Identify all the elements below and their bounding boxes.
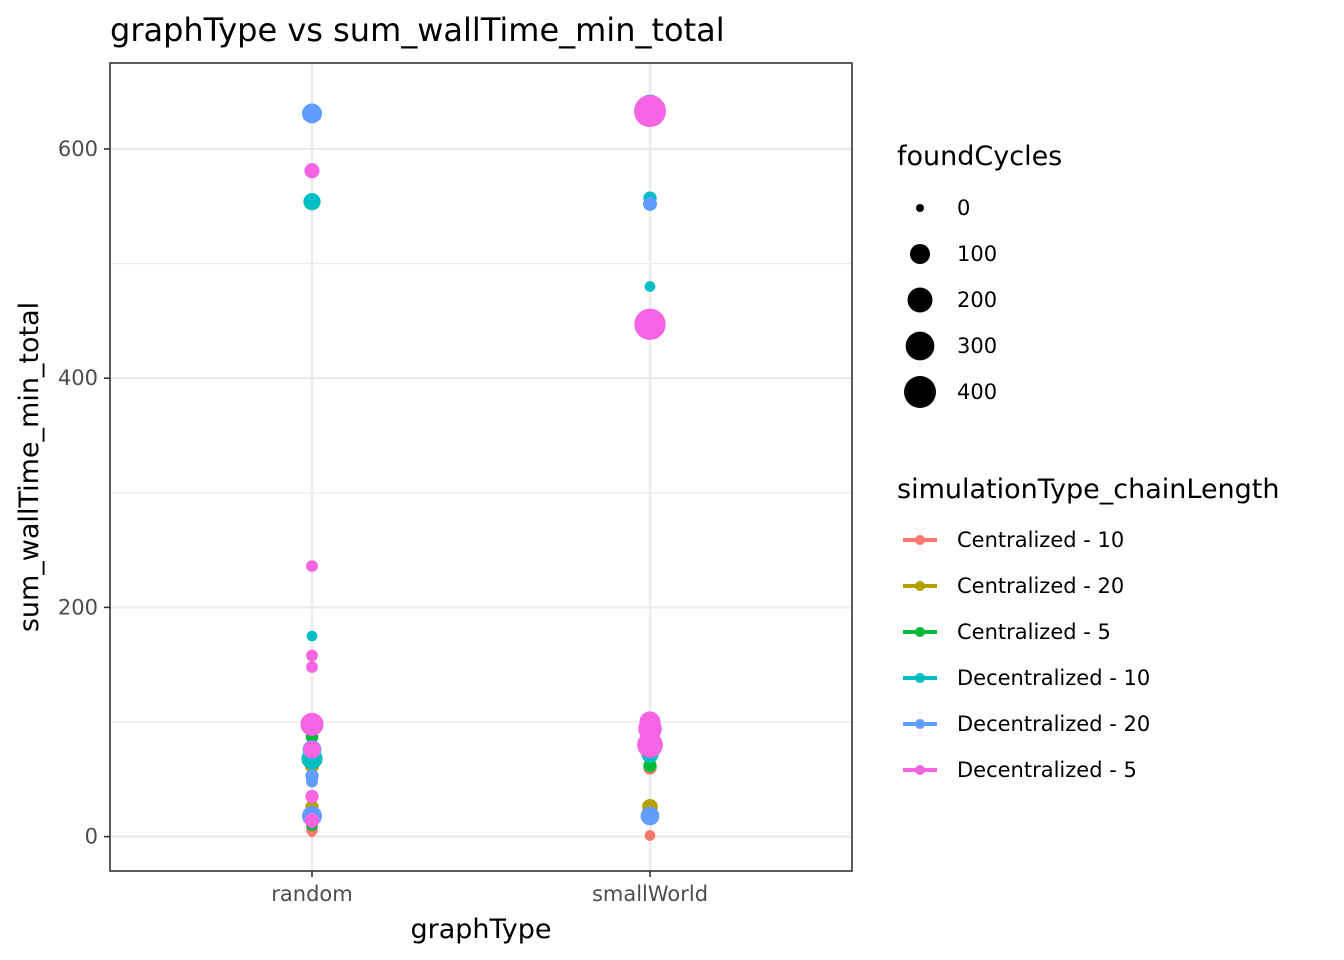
data-point	[634, 308, 666, 341]
x-tick-label: random	[271, 882, 352, 906]
data-point	[644, 830, 656, 841]
plot-border	[109, 62, 853, 872]
size-legend-key	[905, 331, 935, 361]
data-point	[303, 740, 321, 759]
size-legend-label: 400	[957, 380, 997, 404]
size-legend-key	[910, 244, 930, 264]
color-legend-key	[915, 535, 925, 545]
plot-panel	[110, 63, 852, 871]
color-legend-label: Decentralized - 20	[957, 712, 1150, 736]
data-point	[302, 103, 322, 124]
size-legend-title: foundCycles	[897, 141, 1062, 172]
color-legend: simulationType_chainLength Centralized -…	[897, 474, 1280, 782]
size-legend-label: 200	[957, 288, 997, 312]
data-point	[634, 95, 666, 128]
size-legend-key	[916, 204, 924, 212]
color-legend-key	[915, 581, 925, 591]
y-tick-label: 200	[58, 595, 98, 619]
data-point	[306, 649, 318, 662]
data-point	[306, 630, 318, 642]
color-legend-key	[915, 673, 925, 683]
color-legend-label: Centralized - 5	[957, 620, 1111, 644]
data-point	[637, 732, 663, 758]
y-tick-label: 0	[85, 825, 98, 849]
color-legend-label: Centralized - 20	[957, 574, 1124, 598]
data-point	[304, 813, 320, 828]
y-axis-title: sum_wallTime_min_total	[14, 302, 45, 632]
data-point	[306, 661, 318, 673]
data-point	[643, 196, 657, 211]
y-tick-label: 600	[58, 137, 98, 161]
data-point	[305, 789, 319, 804]
chart-title: graphType vs sum_wallTime_min_total	[110, 11, 725, 49]
data-point	[300, 712, 324, 736]
size-legend: foundCycles 0 100 200 300 400	[897, 141, 1062, 408]
size-legend-label: 300	[957, 334, 997, 358]
data-point	[306, 560, 318, 573]
data-point	[644, 281, 656, 292]
x-tick-label: smallWorld	[592, 882, 708, 906]
color-legend-key	[915, 765, 925, 775]
y-tick-label: 400	[58, 366, 98, 390]
color-legend-key	[915, 719, 925, 729]
x-axis-title: graphType	[410, 914, 551, 945]
data-point	[303, 193, 321, 211]
data-point	[306, 775, 318, 788]
size-legend-key	[907, 287, 933, 313]
color-legend-title: simulationType_chainLength	[897, 474, 1280, 505]
data-point	[643, 758, 657, 773]
data-point	[304, 163, 320, 179]
color-legend-key	[915, 627, 925, 637]
color-legend-label: Decentralized - 5	[957, 758, 1137, 782]
color-legend-label: Decentralized - 10	[957, 666, 1150, 690]
data-point	[640, 806, 660, 826]
color-legend-label: Centralized - 10	[957, 528, 1124, 552]
x-axis: random smallWorld	[271, 871, 708, 906]
size-legend-label: 100	[957, 242, 997, 266]
data-points	[300, 94, 666, 841]
size-legend-label: 0	[957, 196, 970, 220]
size-legend-key	[904, 376, 936, 408]
y-axis: 0 200 400 600	[58, 137, 110, 849]
